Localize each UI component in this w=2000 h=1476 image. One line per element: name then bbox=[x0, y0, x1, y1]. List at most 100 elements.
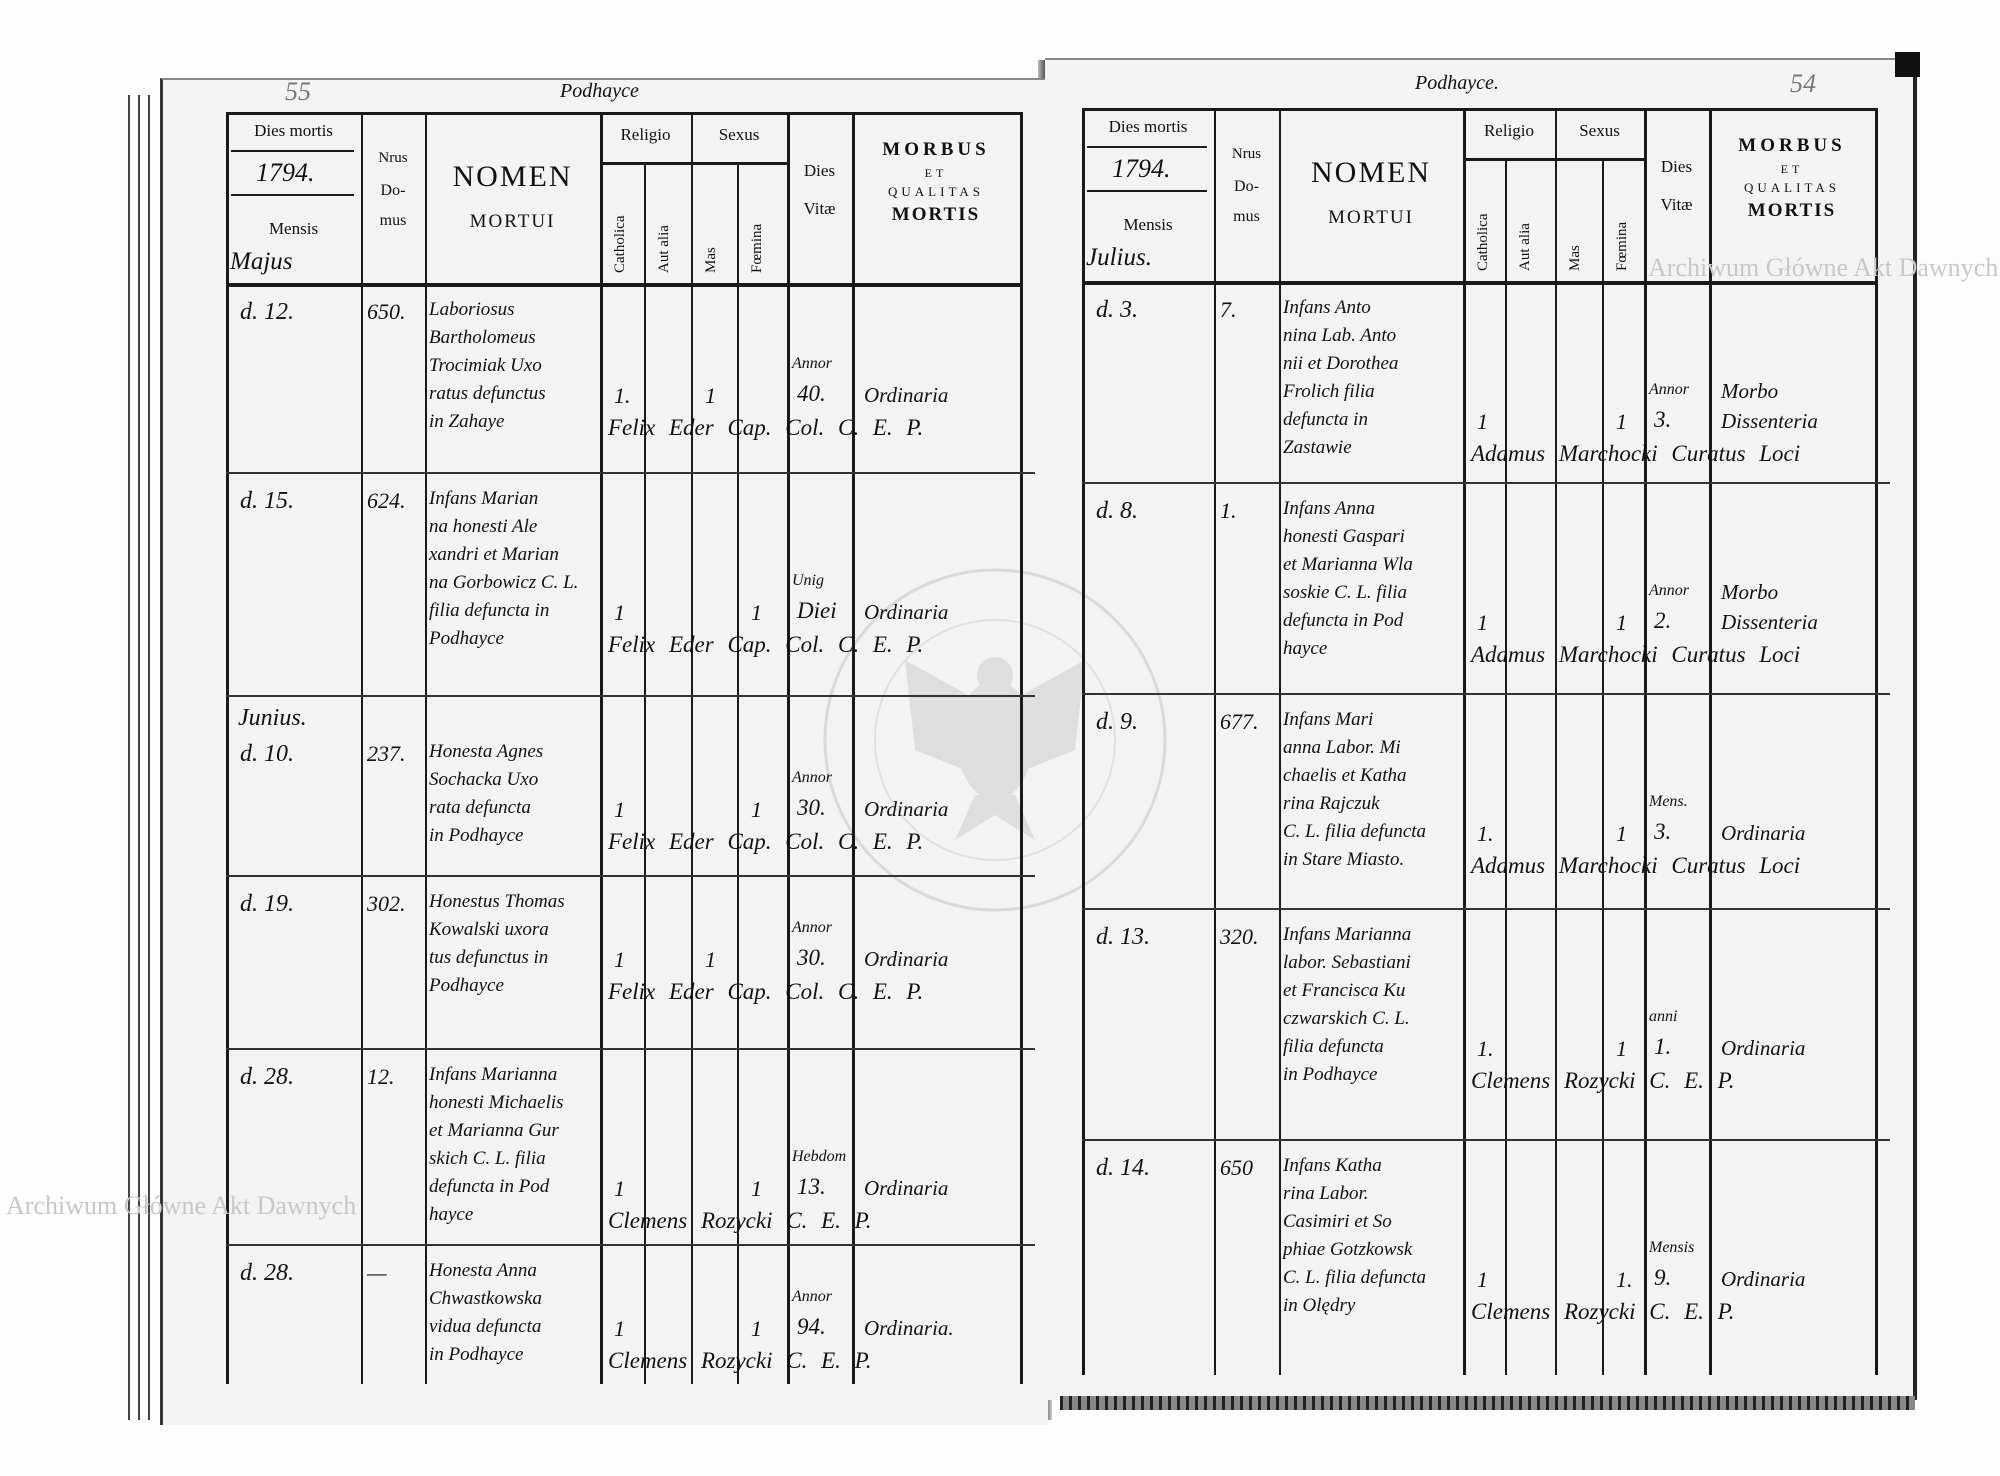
entry-vitae-value: 40. bbox=[797, 381, 826, 406]
book-cover-corner bbox=[1895, 52, 1920, 77]
header-bottom-rule bbox=[226, 283, 1020, 287]
entry-separator bbox=[226, 695, 1035, 697]
watermark-text-right: Archiwum Główne Akt Dawnych bbox=[1648, 253, 1999, 282]
entry-name-line: honesti Gaspari bbox=[1283, 526, 1405, 547]
header-religio: Religio bbox=[1483, 121, 1535, 140]
entry-mas-mark: 1 bbox=[705, 947, 716, 972]
header-month: Majus bbox=[230, 248, 293, 275]
entry-morbus: Morbo bbox=[1721, 580, 1779, 604]
entry-name-line: honesti Michaelis bbox=[429, 1092, 564, 1113]
entry-name-line: et Marianna Wla bbox=[1283, 554, 1413, 575]
entry-name-line: filia defuncta bbox=[1283, 1036, 1384, 1057]
entry-separator bbox=[226, 1244, 1035, 1246]
entry-name-line: Laboriosus bbox=[429, 299, 515, 320]
header-mortis: MORTIS bbox=[891, 204, 981, 225]
entry-name-line: nina Lab. Anto bbox=[1283, 325, 1397, 346]
header-domus: mus bbox=[1233, 208, 1260, 225]
table-top-rule bbox=[226, 112, 1020, 115]
entry-name-line: Casimiri et So bbox=[1283, 1211, 1392, 1232]
entry-name-line: tus defunctus in bbox=[429, 947, 549, 968]
entry-day: d. 19. bbox=[240, 891, 294, 917]
column-rule bbox=[1555, 108, 1557, 1375]
entry-name-line: Trocimiak Uxo bbox=[429, 355, 542, 376]
entry-morbus: Ordinaria bbox=[864, 383, 949, 407]
folio-number-left: 55 bbox=[285, 77, 311, 106]
entry-house-number: 12. bbox=[367, 1064, 395, 1089]
entry-vitae-value: 30. bbox=[797, 795, 826, 820]
entry-morbus: Ordinaria bbox=[864, 600, 949, 624]
entry-vitae-value: 3. bbox=[1654, 819, 1672, 844]
header-qualitas: QUALITAS bbox=[1744, 180, 1840, 195]
entry-vitae-unit: Annor bbox=[792, 769, 832, 786]
header-foemina: Fœmina bbox=[749, 223, 765, 273]
month-rule bbox=[231, 194, 354, 196]
entry-catholica-mark: 1 bbox=[1477, 1267, 1488, 1292]
column-rule bbox=[737, 164, 739, 1384]
entry-name-line: anna Labor. Mi bbox=[1283, 737, 1401, 758]
column-rule bbox=[425, 112, 427, 1384]
stamp-ring bbox=[823, 568, 1167, 912]
header-catholica: Catholica bbox=[1475, 213, 1491, 271]
entry-separator bbox=[1082, 908, 1890, 910]
column-rule bbox=[1214, 108, 1216, 1375]
month-rule bbox=[1087, 190, 1207, 192]
entry-house-number: 650 bbox=[1220, 1155, 1253, 1180]
header-dies-mortis: Dies mortis bbox=[254, 121, 333, 140]
entry-house-number: 7. bbox=[1220, 297, 1237, 322]
entry-mas-mark: 1 bbox=[705, 383, 716, 408]
entry-foemina-mark: 1 bbox=[1616, 610, 1627, 635]
entry-vitae-unit: Mensis bbox=[1649, 1239, 1695, 1256]
left-page bbox=[160, 78, 1048, 1425]
entry-name-line: in Podhayce bbox=[429, 1344, 524, 1365]
entry-foemina-mark: 1 bbox=[1616, 409, 1627, 434]
entry-day: d. 28. bbox=[240, 1064, 294, 1090]
religio-sexus-rule bbox=[1463, 158, 1644, 161]
entry-name-line: et Francisca Ku bbox=[1283, 980, 1406, 1001]
entry-name-line: in Podhayce bbox=[429, 825, 524, 846]
entry-day: d. 8. bbox=[1096, 498, 1138, 524]
entry-signature: Adamus Marchocki Curatus Loci bbox=[1471, 642, 1801, 667]
entry-morbus: Dissenteria bbox=[1721, 610, 1818, 634]
entry-house-number: 677. bbox=[1220, 709, 1259, 734]
page-bottom-edge bbox=[1060, 1396, 1915, 1410]
entry-vitae-unit: Unig bbox=[792, 572, 824, 589]
header-nomen: NOMEN bbox=[452, 160, 573, 193]
entry-vitae-value: Diei bbox=[797, 598, 837, 623]
header-mortui: MORTUI bbox=[469, 211, 556, 232]
header-mortui: MORTUI bbox=[1328, 207, 1414, 228]
entry-signature: Clemens Rozycki C. E. P. bbox=[608, 1208, 872, 1233]
header-dies-mortis: Dies mortis bbox=[1108, 117, 1188, 136]
header-domus: Do- bbox=[380, 182, 406, 199]
entry-foemina-mark: 1 bbox=[751, 1176, 762, 1201]
entry-vitae-unit: Mens. bbox=[1649, 793, 1688, 810]
column-rule bbox=[1082, 108, 1085, 1375]
watermark-text-left: Archiwum Główne Akt Dawnych bbox=[6, 1191, 357, 1220]
page-edge bbox=[128, 95, 130, 1420]
entry-house-number: 302. bbox=[367, 891, 406, 916]
column-rule bbox=[1602, 160, 1604, 1375]
column-rule bbox=[1875, 108, 1878, 1375]
entry-name-line: hayce bbox=[1283, 638, 1328, 659]
entry-name-line: in Zahaye bbox=[429, 411, 505, 432]
entry-signature: Clemens Rozycki C. E. P. bbox=[1471, 1068, 1735, 1093]
entry-vitae-value: 3. bbox=[1654, 407, 1672, 432]
entry-day: d. 15. bbox=[240, 488, 294, 514]
column-rule bbox=[1505, 160, 1507, 1375]
entry-name-line: Podhayce bbox=[429, 628, 504, 649]
stamp-inner-ring bbox=[874, 619, 1116, 861]
entry-name-line: soskie C. L. filia bbox=[1283, 582, 1408, 603]
entry-name-line: defuncta in bbox=[1283, 409, 1368, 430]
entry-name-line: Zastawie bbox=[1283, 437, 1352, 458]
entry-day: d. 28. bbox=[240, 1260, 294, 1286]
header-sexus: Sexus bbox=[1579, 121, 1620, 140]
place-heading-right: Podhayce. bbox=[1415, 72, 1499, 94]
table-top-rule bbox=[1082, 108, 1875, 111]
column-rule bbox=[600, 112, 603, 1384]
entry-name-line: defuncta in Pod bbox=[1283, 610, 1404, 631]
entry-separator bbox=[226, 472, 1035, 474]
year-rule bbox=[1087, 146, 1207, 148]
entry-house-number: — bbox=[367, 1260, 387, 1285]
entry-name-line: czwarskich C. L. bbox=[1283, 1008, 1410, 1029]
entry-catholica-mark: 1 bbox=[1477, 610, 1488, 635]
entry-catholica-mark: 1. bbox=[1477, 821, 1494, 846]
